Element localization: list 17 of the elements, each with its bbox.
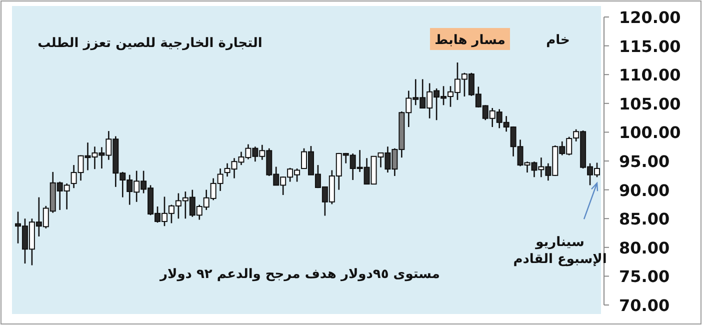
y-tick-label: 95.00 (619, 152, 670, 171)
y-tick-label: 100.00 (619, 123, 681, 142)
y-tick-label: 70.00 (619, 296, 670, 315)
y-tick-label: 80.00 (619, 238, 670, 258)
y-tick-label: 105.00 (619, 94, 681, 114)
y-tick-label: 120.00 (619, 8, 681, 27)
annotation: مسار هابط (434, 33, 506, 48)
annotation: سيناريو الإسبوع القادم (513, 235, 607, 267)
annotation: مستوى ٩٥دولار هدف مرجح والدعم ٩٢ دولار (159, 267, 440, 282)
y-tick-label: 75.00 (619, 267, 670, 286)
y-tick-label: 110.00 (619, 66, 681, 85)
text: التجارة الخارجية للصين تعزز الطلب (38, 36, 262, 51)
y-tick-label: 115.00 (619, 36, 681, 56)
y-tick-label: 85.00 (619, 210, 670, 229)
text: خام (546, 33, 570, 48)
y-tick-label: 90.00 (619, 180, 670, 200)
annotation-box: مسار هابط (430, 28, 510, 50)
